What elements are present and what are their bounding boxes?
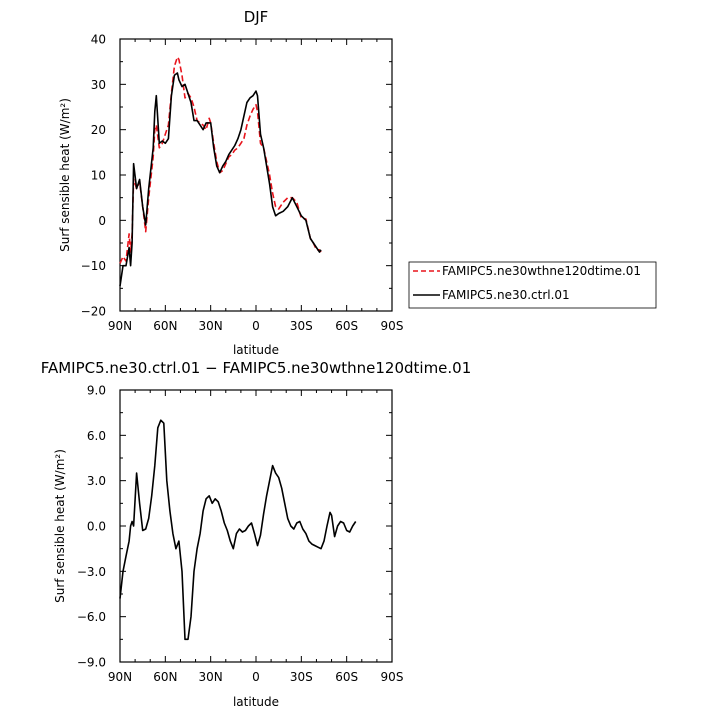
bottom-chart-xtick-label: 30N bbox=[199, 670, 223, 684]
bottom-chart-series-line-1 bbox=[119, 419, 357, 641]
top-chart-series bbox=[119, 56, 322, 287]
bottom-chart-title: FAMIPC5.ne30.ctrl.01 − FAMIPC5.ne30wthne… bbox=[41, 359, 472, 377]
bottom-chart-xtick-label: 60S bbox=[335, 670, 358, 684]
top-chart-ytick-label: −10 bbox=[81, 259, 106, 273]
bottom-chart-xtick-label: 0 bbox=[252, 670, 260, 684]
bottom-chart-xtick-label: 90N bbox=[108, 670, 132, 684]
top-chart-panel: DJF 90N 60N 30N 0 30S 60S 90S −20 −10 0 10 20 30 40 l… bbox=[58, 8, 657, 357]
top-chart-xtick-label: 0 bbox=[252, 319, 260, 333]
bottom-chart-ytick-label: −3.0 bbox=[77, 565, 106, 579]
top-chart-ytick-label: 30 bbox=[91, 78, 106, 92]
top-chart-ytick-label: 0 bbox=[98, 214, 106, 228]
bottom-chart-ylabel: Surf sensible heat (W/m²) bbox=[53, 449, 67, 603]
bottom-chart-ytick-label: −9.0 bbox=[77, 656, 106, 670]
bottom-chart-ticks: 90N 60N 30N 0 30S 60S 90S −9.0 −6.0 −3.0 0.0 3.0 6.0… bbox=[77, 384, 404, 685]
top-chart-ytick-label: −20 bbox=[81, 305, 106, 319]
bottom-chart-xtick-label: 30S bbox=[290, 670, 313, 684]
bottom-chart-xlabel: latitude bbox=[233, 695, 279, 709]
top-chart-ytick-label: 40 bbox=[91, 33, 106, 47]
bottom-chart-ytick-label: −6.0 bbox=[77, 610, 106, 624]
top-plot-frame bbox=[119, 38, 393, 312]
top-chart-xlabel: latitude bbox=[233, 343, 279, 357]
bottom-chart-ytick-label: 9.0 bbox=[87, 384, 106, 398]
bottom-chart-ytick-label: 6.0 bbox=[87, 429, 106, 443]
top-chart-ytick-label: 10 bbox=[91, 169, 106, 183]
top-chart-xtick-label: 60S bbox=[335, 319, 358, 333]
legend-label-series-1: FAMIPC5.ne30wthne120dtime.01 bbox=[442, 264, 641, 278]
top-chart-series-line-2 bbox=[119, 72, 322, 287]
bottom-chart-xtick-label: 60N bbox=[153, 670, 177, 684]
legend-label-series-2: FAMIPC5.ne30.ctrl.01 bbox=[442, 288, 570, 302]
bottom-chart-series bbox=[119, 419, 357, 641]
top-chart-legend: FAMIPC5.ne30wthne120dtime.01 FAMIPC5.ne3… bbox=[408, 261, 657, 309]
top-chart-xtick-label: 30N bbox=[199, 319, 223, 333]
top-chart-xtick-label: 30S bbox=[290, 319, 313, 333]
legend-box bbox=[408, 261, 657, 309]
top-chart-xtick-label: 90S bbox=[381, 319, 404, 333]
bottom-chart-xtick-label: 90S bbox=[381, 670, 404, 684]
top-chart-xtick-label: 60N bbox=[153, 319, 177, 333]
top-chart-ytick-label: 20 bbox=[91, 123, 106, 137]
bottom-chart-ytick-label: 0.0 bbox=[87, 520, 106, 534]
top-chart-xtick-label: 90N bbox=[108, 319, 132, 333]
bottom-chart-panel: FAMIPC5.ne30.ctrl.01 − FAMIPC5.ne30wthne… bbox=[41, 359, 472, 709]
bottom-plot-frame bbox=[119, 389, 393, 663]
top-chart-title: DJF bbox=[244, 8, 269, 26]
top-chart-series-line-1 bbox=[119, 56, 322, 264]
top-chart-ylabel: Surf sensible heat (W/m²) bbox=[58, 98, 72, 252]
bottom-chart-ytick-label: 3.0 bbox=[87, 474, 106, 488]
top-chart-ticks: 90N 60N 30N 0 30S 60S 90S −20 −10 0 10 20 30 40 bbox=[81, 33, 404, 334]
